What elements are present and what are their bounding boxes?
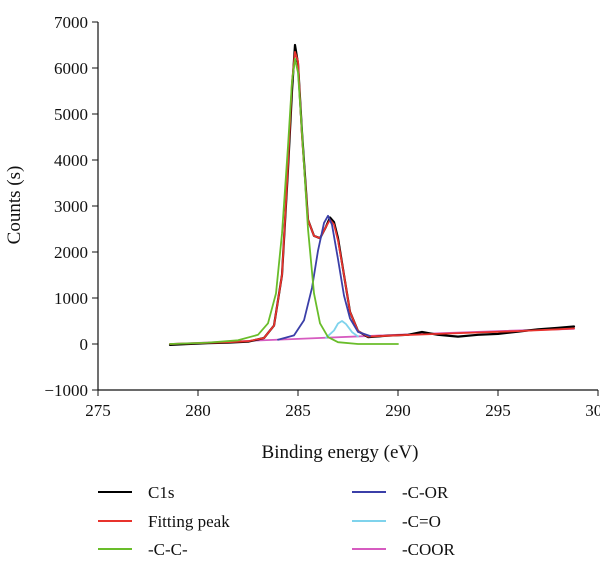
legend-label: -C-OR [402,483,449,502]
legend: C1s Fitting peak -C-C- -C-OR -C=O -COOR [98,483,456,559]
series-line-c-o [325,320,359,339]
x-axis-title: Binding energy (eV) [262,442,419,463]
y-tick-label: 2000 [54,243,88,262]
x-tick-label: 285 [285,401,311,420]
y-tick-label: 5000 [54,105,88,124]
y-tick-label: −1000 [44,381,88,400]
x-tick-label: 290 [385,401,411,420]
y-tick-label: 7000 [54,13,88,32]
y-tick-label: 6000 [54,59,88,78]
legend-label: -C=O [402,512,441,531]
y-tick-label: 0 [80,335,89,354]
x-tick-label: 275 [85,401,111,420]
y-tick-label: 1000 [54,289,88,308]
legend-label: -C-C- [148,540,188,559]
legend-label: -COOR [402,540,456,559]
ticks: 275 280 285 290 295 300 −1000 0 1000 2000 3000 4000… [44,13,600,420]
series-line-c-or [277,214,371,341]
y-tick-label: 3000 [54,197,88,216]
series-line-c-c [169,57,399,345]
y-axis-title: Counts (s) [4,166,25,245]
x-tick-label: 280 [185,401,211,420]
x-tick-label: 295 [485,401,511,420]
y-tick-label: 4000 [54,151,88,170]
x-tick-label: 300 [585,401,600,420]
legend-label: C1s [148,483,174,502]
legend-label: Fitting peak [148,512,230,531]
plot-series [168,43,576,346]
